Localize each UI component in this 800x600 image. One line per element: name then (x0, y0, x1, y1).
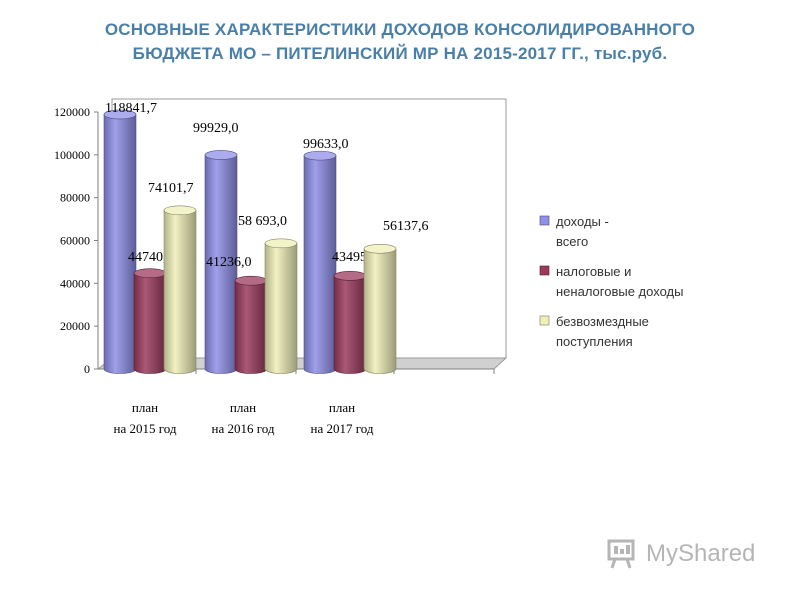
y-tick-label: 120000 (54, 105, 90, 119)
bar-top (204, 150, 238, 160)
y-tick-label: 0 (84, 362, 90, 376)
legend-swatch (539, 315, 550, 326)
bar-top (133, 268, 167, 278)
bar-top (333, 271, 367, 281)
chart-title-line-1: ОСНОВНЫЕ ХАРАКТЕРИСТИКИ ДОХОДОВ КОНСОЛИД… (104, 20, 696, 39)
bar (264, 242, 298, 374)
legend-swatch (539, 265, 550, 276)
watermark-text: MyShared (646, 540, 756, 567)
y-tick-label: 20000 (60, 319, 90, 333)
bar-top (234, 275, 268, 286)
data-label: 74101,7 (148, 181, 194, 196)
legend-label: доходы - (556, 214, 609, 229)
bar-top (103, 109, 137, 120)
bar-top (163, 205, 197, 216)
x-category-label: на 2017 год (311, 421, 374, 436)
chart-title: ОСНОВНЫЕ ХАРАКТЕРИСТИКИ ДОХОДОВ КОНСОЛИД… (0, 18, 800, 66)
bar (363, 248, 397, 374)
bar (333, 275, 367, 374)
data-label: 118841,7 (105, 101, 157, 116)
data-label: 58 693,0 (238, 214, 287, 229)
x-category-label: план (230, 400, 256, 415)
data-label: 41236,0 (206, 255, 252, 270)
x-category-label: план (132, 400, 158, 415)
bar (103, 114, 137, 374)
legend-label: неналоговые доходы (556, 284, 683, 299)
bar-top (303, 150, 337, 161)
chart-title-line-2: БЮДЖЕТА МО – ПИТЕЛИНСКИЙ МР НА 2015-2017… (132, 44, 668, 63)
y-tick-label: 60000 (60, 234, 90, 248)
x-category-label: на 2016 год (212, 421, 275, 436)
myshared-logo-icon (607, 539, 635, 569)
legend-label: безвозмездные (556, 314, 649, 329)
legend-label: налоговые и (556, 264, 631, 279)
data-label: 56137,6 (383, 219, 429, 234)
y-tick-label: 80000 (60, 191, 90, 205)
y-tick-label: 100000 (54, 148, 90, 162)
legend-label: поступления (556, 334, 633, 349)
data-label: 44740,0 (128, 250, 174, 265)
bar (163, 209, 197, 374)
data-label: 99929,0 (193, 121, 239, 136)
data-label: 99633,0 (303, 137, 349, 152)
bar-top (363, 243, 397, 254)
x-category-label: на 2015 год (114, 421, 177, 436)
bar (133, 272, 167, 374)
x-category-label: план (329, 400, 355, 415)
watermark: MyShared (606, 536, 766, 572)
legend-label: всего (556, 234, 588, 249)
legend-swatch (539, 215, 550, 226)
bar (234, 280, 268, 374)
bar-top (264, 238, 298, 249)
y-tick-label: 40000 (60, 276, 90, 290)
